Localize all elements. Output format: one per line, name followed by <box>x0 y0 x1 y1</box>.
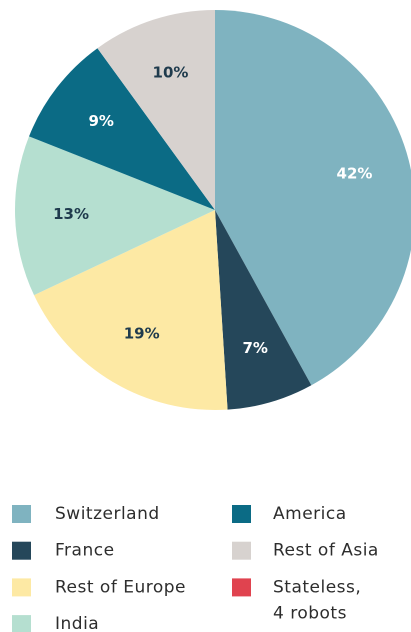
legend-swatch <box>232 578 251 597</box>
slice-label: 19% <box>124 324 160 342</box>
legend-swatch <box>12 505 31 523</box>
pie-slice <box>215 10 411 386</box>
legend-label: France <box>55 541 115 561</box>
slice-label: 7% <box>242 339 267 357</box>
pie-slice <box>29 48 215 211</box>
legend-swatch <box>232 505 251 523</box>
slice-label: 42% <box>337 165 373 183</box>
legend-swatch <box>12 541 31 560</box>
pie-slice <box>215 210 312 410</box>
legend-swatch <box>12 578 31 597</box>
legend-swatch <box>12 615 31 632</box>
slice-label: 9% <box>88 112 113 130</box>
legend-label: Stateless, 4 robots <box>273 577 361 623</box>
pie-slice <box>15 136 216 296</box>
legend-label: America <box>273 504 347 524</box>
slice-label: 10% <box>153 64 189 82</box>
legend-label: Rest of Europe <box>55 577 186 597</box>
legend-label: Switzerland <box>55 504 160 524</box>
legend-label: India <box>55 614 99 632</box>
pie-slice <box>34 210 228 411</box>
legend-swatch <box>232 541 251 560</box>
legend-label: Rest of Asia <box>273 541 379 561</box>
pie-slice <box>97 10 215 210</box>
slice-label: 13% <box>53 205 89 223</box>
